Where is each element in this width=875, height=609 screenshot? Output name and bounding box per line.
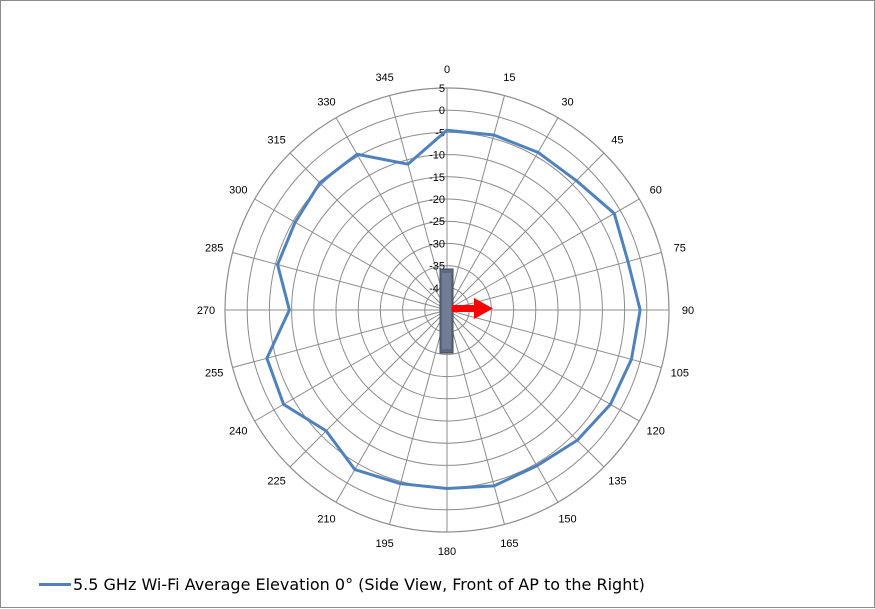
grid-spoke bbox=[446, 309, 559, 503]
radial-tick-label: -5 bbox=[435, 127, 445, 139]
angle-tick-label: 240 bbox=[229, 426, 247, 438]
angle-tick-label: 120 bbox=[647, 426, 665, 438]
grid-spoke bbox=[254, 309, 448, 422]
grid-spoke bbox=[446, 252, 662, 311]
angle-tick-label: 45 bbox=[611, 135, 623, 147]
angle-tick-label: 0 bbox=[444, 64, 450, 76]
grid-spoke bbox=[446, 309, 505, 525]
grid-spoke bbox=[232, 309, 448, 368]
angle-tick-label: 90 bbox=[682, 305, 694, 317]
angle-tick-label: 345 bbox=[375, 72, 393, 84]
angle-tick-label: 165 bbox=[500, 538, 518, 550]
legend: 5.5 GHz Wi-Fi Average Elevation 0° (Side… bbox=[39, 571, 645, 597]
grid-spoke bbox=[335, 309, 448, 503]
angle-tick-label: 285 bbox=[205, 243, 223, 255]
series-layer bbox=[265, 128, 642, 490]
grid-spoke bbox=[446, 152, 605, 311]
angle-tick-label: 195 bbox=[375, 538, 393, 550]
radial-tick-label: -30 bbox=[429, 238, 445, 250]
grid-spoke bbox=[446, 309, 662, 368]
grid-spoke bbox=[389, 309, 448, 525]
grid-spoke bbox=[446, 309, 605, 468]
angle-tick-label: 210 bbox=[317, 514, 335, 526]
ap-device-icon bbox=[439, 268, 454, 354]
angle-tick-label: 60 bbox=[650, 185, 662, 197]
angle-tick-label: 270 bbox=[197, 305, 215, 317]
angle-tick-label: 255 bbox=[205, 367, 223, 379]
grid-spoke bbox=[446, 309, 640, 422]
angle-tick-label: 150 bbox=[558, 514, 576, 526]
angle-tick-label: 30 bbox=[561, 96, 573, 108]
angle-tick-label: 315 bbox=[267, 135, 285, 147]
grid-spoke bbox=[446, 198, 640, 311]
grid-spoke bbox=[232, 252, 448, 311]
grid-spoke bbox=[289, 152, 448, 311]
angle-tick-label: 180 bbox=[438, 546, 456, 558]
angle-tick-label: 300 bbox=[229, 185, 247, 197]
grid-spoke bbox=[254, 198, 448, 311]
series-line bbox=[265, 128, 642, 490]
grid-spoke bbox=[446, 95, 505, 311]
angle-tick-label: 225 bbox=[267, 475, 285, 487]
radial-tick-label: -15 bbox=[429, 172, 445, 184]
legend-label: 5.5 GHz Wi-Fi Average Elevation 0° (Side… bbox=[73, 574, 645, 594]
angle-tick-label: 15 bbox=[503, 72, 515, 84]
radial-tick-label: -25 bbox=[429, 216, 445, 228]
angle-tick-label: 330 bbox=[317, 96, 335, 108]
front-direction-arrow-icon bbox=[452, 298, 493, 319]
radial-tick-label: -20 bbox=[429, 194, 445, 206]
radial-tick-label: 5 bbox=[439, 83, 445, 95]
angle-tick-labels: 0 15 30 45 60 75 90 105 120 135 150 165 180 195 210 225… bbox=[197, 64, 694, 558]
grid-spoke bbox=[389, 95, 448, 311]
legend-swatch bbox=[39, 582, 71, 586]
radial-tick-label: -10 bbox=[429, 150, 445, 162]
angle-tick-label: 105 bbox=[671, 367, 689, 379]
grid-spoke bbox=[335, 117, 448, 311]
radial-tick-label: 0 bbox=[439, 105, 445, 117]
grid-spoke bbox=[446, 117, 559, 311]
angle-tick-label: 135 bbox=[608, 475, 626, 487]
grid-spoke bbox=[289, 309, 448, 468]
angle-tick-label: 75 bbox=[674, 243, 686, 255]
radial-tick-labels: 50-5-10-15-20-25-30-35-40 bbox=[429, 83, 445, 295]
